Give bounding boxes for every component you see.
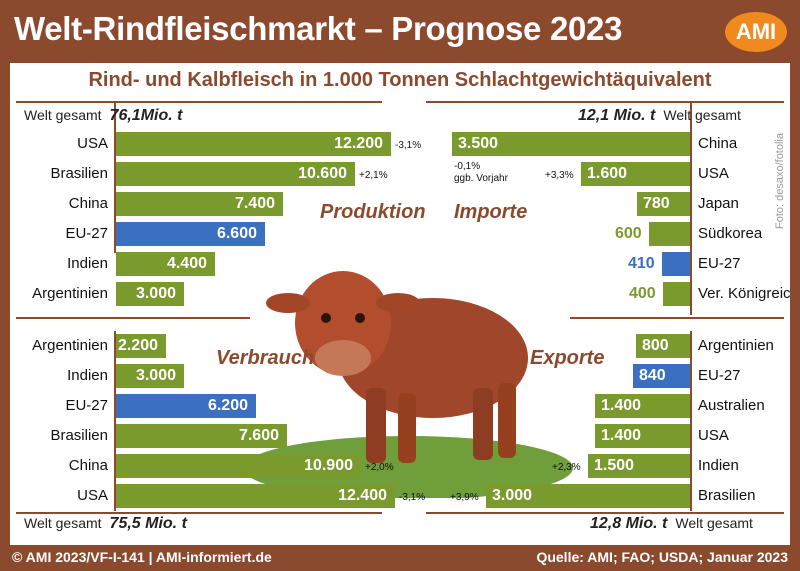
importe-category-5: Ver. Königreich xyxy=(698,285,790,302)
exporte-change-4: +2,3% xyxy=(552,462,581,473)
produktion-category-2: China xyxy=(68,195,108,212)
produktion-category-4: Indien xyxy=(67,255,108,272)
produktion-category-3: EU-27 xyxy=(65,225,108,242)
total-verbrauch: Welt gesamt 75,5 Mio. t xyxy=(24,515,187,532)
importe-bar-1: 1.600 xyxy=(581,162,690,186)
axis-exporte xyxy=(690,331,692,511)
importe-bar-3 xyxy=(649,222,690,246)
frame-bottom-right xyxy=(426,512,784,514)
exporte-bar-5: 3.000 xyxy=(486,484,690,508)
bull-eye-right xyxy=(355,313,365,323)
label-importe: Importe xyxy=(454,201,528,223)
importe-bar-0: 3.500 xyxy=(452,132,690,156)
bull-leg-back-2 xyxy=(498,383,516,458)
bull-ear-right xyxy=(376,293,420,313)
importe-bar-2: 780 xyxy=(637,192,690,216)
verbrauch-change-4: +2,0% xyxy=(365,462,394,473)
produktion-category-1: Brasilien xyxy=(50,165,108,182)
verbrauch-bar-4: 10.900 xyxy=(116,454,361,478)
label-verbrauch: Verbrauch xyxy=(216,347,315,369)
verbrauch-bar-2: 6.200 xyxy=(116,394,256,418)
infographic-title: Welt-Rindfleischmarkt – Prognose 2023 xyxy=(14,10,623,47)
verbrauch-bar-0: 2.200 xyxy=(116,334,166,358)
verbrauch-bar-1: 3.000 xyxy=(116,364,184,388)
verbrauch-category-0: Argentinien xyxy=(32,337,108,354)
verbrauch-category-2: EU-27 xyxy=(65,397,108,414)
verbrauch-change-5: -3,1% xyxy=(399,492,426,503)
produktion-category-5: Argentinien xyxy=(32,285,108,302)
importe-bar-4 xyxy=(662,252,690,276)
exporte-change-5: +3,9% xyxy=(450,492,479,503)
exporte-bar-1: 840 xyxy=(633,364,690,388)
photo-credit: Foto: desaxo/fotolia xyxy=(774,133,786,230)
exporte-category-2: Australien xyxy=(698,397,765,414)
frame-mid-right xyxy=(570,317,784,319)
importe-bar-5 xyxy=(663,282,690,306)
axis-importe xyxy=(690,103,692,315)
exporte-category-4: Indien xyxy=(698,457,739,474)
exporte-category-5: Brasilien xyxy=(698,487,756,504)
total-importe: 12,1 Mio. t Welt gesamt xyxy=(578,107,741,124)
footer-copyright: © AMI 2023/VF-I-141 | AMI-informiert.de xyxy=(12,549,272,565)
produktion-bar-5: 3.000 xyxy=(116,282,184,306)
produktion-change-1: +2,1% xyxy=(359,170,388,181)
importe-category-0: China xyxy=(698,135,738,152)
frame-bottom-left xyxy=(16,512,382,514)
note-vorjahr: -0,1% ggb. Vorjahr xyxy=(454,161,508,184)
bull-leg-back xyxy=(473,388,493,460)
footer-source: Quelle: AMI; FAO; USDA; Januar 2023 xyxy=(536,549,788,565)
bull-eye-left xyxy=(321,313,331,323)
produktion-bar-1: 10.600 xyxy=(116,162,355,186)
bull-ear-left xyxy=(266,293,310,313)
importe-value-4: 410 xyxy=(628,255,655,272)
importe-category-2: Japan xyxy=(698,195,739,212)
produktion-bar-4: 4.400 xyxy=(116,252,215,276)
importe-change-1: +3,3% xyxy=(545,170,574,181)
label-produktion: Produktion xyxy=(320,201,426,223)
verbrauch-category-1: Indien xyxy=(67,367,108,384)
exporte-bar-3: 1.400 xyxy=(595,424,690,448)
produktion-bar-3: 6.600 xyxy=(116,222,265,246)
bull-leg-front-2 xyxy=(398,393,416,463)
verbrauch-bar-5: 12.400 xyxy=(116,484,395,508)
bar-layer: USA 12.200 -3,1% Brasilien 10.600 +2,1% China 7… xyxy=(10,63,790,545)
axis-verbrauch xyxy=(114,331,116,511)
importe-category-3: Südkorea xyxy=(698,225,763,242)
produktion-change-0: -3,1% xyxy=(395,140,422,151)
total-produktion: Welt gesamt 76,1Mio. t xyxy=(24,107,183,124)
ami-logo: AMI xyxy=(725,12,787,52)
importe-category-4: EU-27 xyxy=(698,255,741,272)
verbrauch-category-4: China xyxy=(68,457,108,474)
produktion-bar-0: 12.200 xyxy=(116,132,391,156)
frame-top-right xyxy=(426,101,784,103)
importe-value-3: 600 xyxy=(615,225,642,242)
frame-top-left xyxy=(16,101,382,103)
importe-value-5: 400 xyxy=(629,285,656,302)
frame-mid-left xyxy=(16,317,250,319)
produktion-category-0: USA xyxy=(77,135,108,152)
verbrauch-bar-3: 7.600 xyxy=(116,424,287,448)
exporte-category-1: EU-27 xyxy=(698,367,741,384)
verbrauch-category-5: USA xyxy=(77,487,108,504)
total-exporte: 12,8 Mio. t Welt gesamt xyxy=(590,515,753,532)
chart-subtitle: Rind- und Kalbfleisch in 1.000 Tonnen Sc… xyxy=(88,69,712,91)
axis-produktion xyxy=(114,103,116,253)
produktion-bar-2: 7.400 xyxy=(116,192,283,216)
verbrauch-category-3: Brasilien xyxy=(50,427,108,444)
chart-panel: Rind- und Kalbfleisch in 1.000 Tonnen Sc… xyxy=(10,63,790,545)
exporte-bar-4: 1.500 xyxy=(588,454,690,478)
label-exporte: Exporte xyxy=(530,347,605,369)
bull-muzzle xyxy=(315,340,371,376)
exporte-category-3: USA xyxy=(698,427,729,444)
importe-category-1: USA xyxy=(698,165,729,182)
bull-leg-front xyxy=(366,388,386,463)
exporte-category-0: Argentinien xyxy=(698,337,774,354)
exporte-bar-0: 800 xyxy=(636,334,690,358)
bull-illustration xyxy=(248,271,573,498)
exporte-bar-2: 1.400 xyxy=(595,394,690,418)
